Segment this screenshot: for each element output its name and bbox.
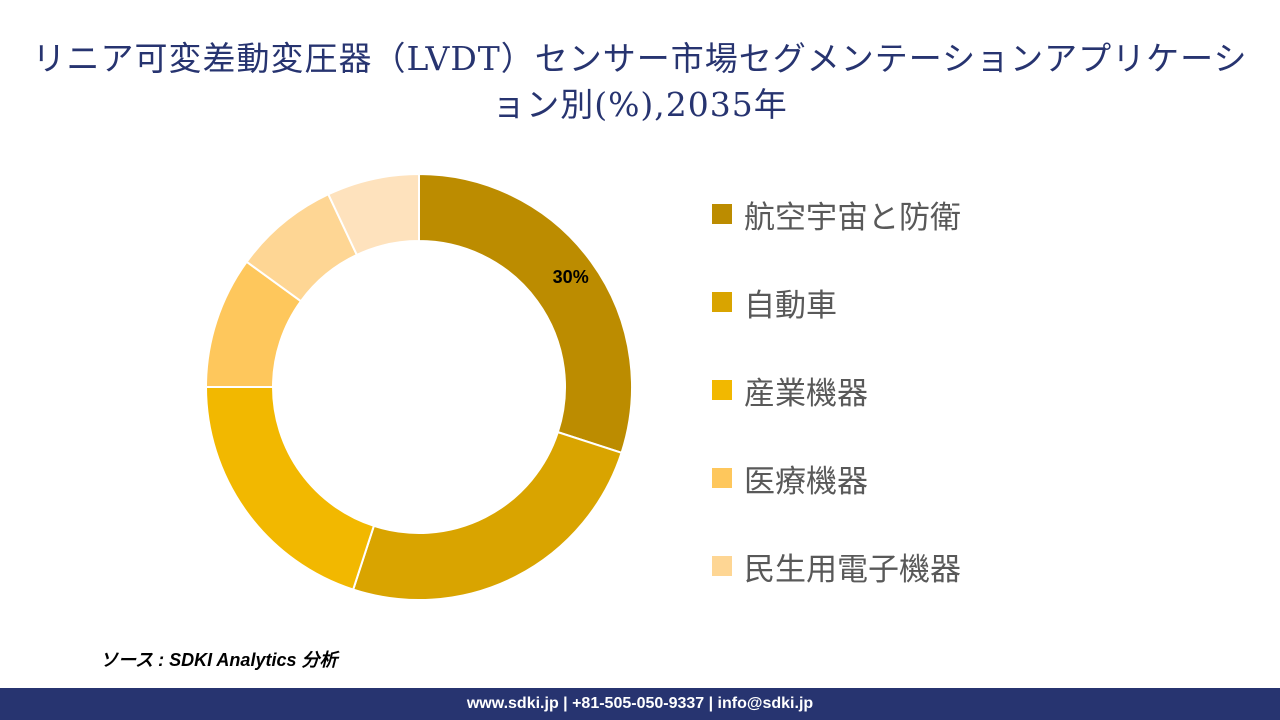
legend-swatch	[712, 292, 732, 312]
legend-item: 民生用電子機器	[712, 522, 961, 610]
footer-contact: www.sdki.jp | +81-505-050-9337 | info@sd…	[0, 688, 1280, 720]
donut-slice	[351, 430, 623, 601]
legend-item: 産業機器	[712, 346, 961, 434]
legend-swatch	[712, 468, 732, 488]
legend-label: 民生用電子機器	[744, 551, 961, 588]
legend-item: 航空宇宙と防衛	[712, 170, 961, 258]
source-note: ソース : SDKI Analytics 分析	[100, 650, 338, 670]
legend-swatch	[712, 556, 732, 576]
chart-title: リニア可変差動変圧器（LVDT）センサー市場セグメンテーションアプリケーション別…	[32, 39, 1248, 124]
donut-slice	[418, 172, 633, 455]
legend-label: 医療機器	[744, 463, 868, 500]
legend-label: 自動車	[744, 287, 837, 324]
legend-item: 医療機器	[712, 434, 961, 522]
donut-slice	[204, 386, 376, 591]
donut-slice	[326, 172, 420, 257]
legend-item: 自動車	[712, 258, 961, 346]
legend-swatch	[712, 204, 732, 224]
legend-label: 産業機器	[744, 375, 868, 412]
legend-swatch	[712, 380, 732, 400]
data-label: 30%	[553, 267, 589, 287]
legend-label: 航空宇宙と防衛	[744, 199, 961, 236]
legend: 航空宇宙と防衛 自動車 産業機器 医療機器 民生用電子機器	[712, 170, 961, 610]
